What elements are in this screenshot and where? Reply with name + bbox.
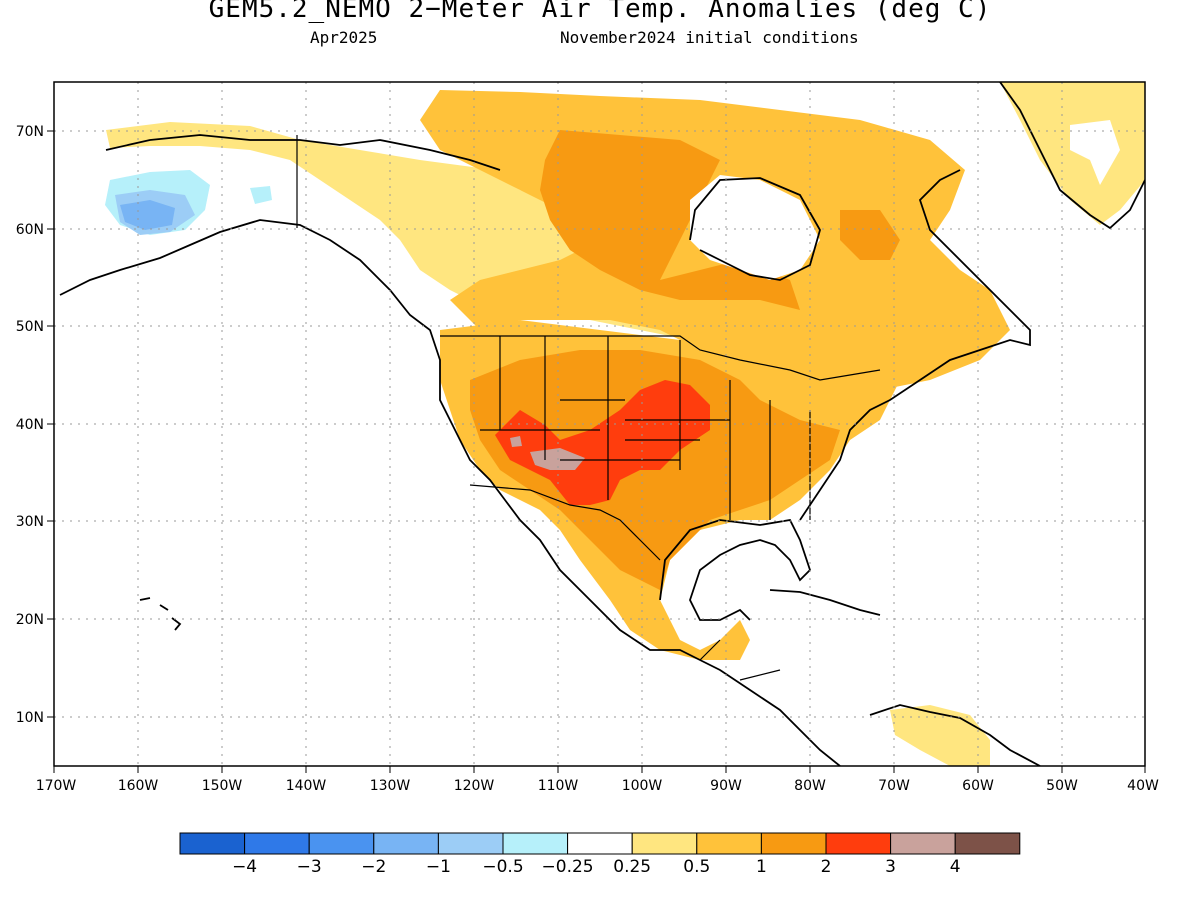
lon-labels: 170W 160W 150W 140W 130W 120W 110W 100W … — [36, 778, 1159, 794]
lon-label: 40W — [1127, 778, 1159, 794]
lat-labels: 70N 60N 50N 40N 30N 20N 10N — [16, 124, 44, 726]
colorbar-label: −4 — [232, 857, 257, 877]
lon-label: 70W — [878, 778, 910, 794]
hudson-bay-neutral — [690, 175, 820, 280]
borders — [296, 135, 881, 681]
lat-label: 60N — [16, 222, 44, 238]
colorbar-swatch — [179, 832, 246, 855]
lat-label: 50N — [16, 319, 44, 335]
gridlines — [54, 82, 1145, 766]
colorbar-label: −3 — [297, 857, 322, 877]
colorbar-label: −2 — [361, 857, 386, 877]
coastline-south-america — [869, 704, 1041, 766]
colorbar-label: 1 — [756, 857, 767, 877]
coastline-east — [799, 169, 1031, 521]
anomaly-region-greenland-white — [1070, 120, 1120, 185]
border-mexico-central — [699, 639, 781, 681]
coastline-hawaii — [139, 597, 182, 631]
lon-label: 160W — [118, 778, 159, 794]
lat-label: 30N — [16, 514, 44, 530]
colorbar-label: 0.5 — [683, 857, 710, 877]
anomaly-region-cool-spot — [250, 186, 272, 204]
colorbar-swatch — [502, 832, 569, 855]
map-title: GEM5.2_NEMO 2−Meter Air Temp. Anomalies … — [208, 0, 992, 24]
anomaly-region-brown-small — [510, 436, 522, 447]
coastline-greenland — [999, 82, 1145, 230]
lon-label: 60W — [962, 778, 994, 794]
lon-label: 90W — [710, 778, 742, 794]
lon-label: 130W — [370, 778, 411, 794]
anomaly-fields — [105, 82, 1145, 766]
colorbar-swatch — [567, 832, 633, 855]
colorbar-swatch — [631, 832, 698, 855]
lon-label: 170W — [36, 778, 77, 794]
colorbar-swatch — [696, 832, 762, 855]
lon-label: 140W — [286, 778, 327, 794]
lon-label: 50W — [1046, 778, 1078, 794]
colorbar-swatch — [437, 832, 504, 855]
colorbar-label: −1 — [426, 857, 451, 877]
colorbar-label: 2 — [821, 857, 832, 877]
colorbar-label: −0.5 — [482, 857, 523, 877]
anomaly-region-darkorange-quebec — [840, 210, 900, 260]
colorbar-swatch — [308, 832, 375, 855]
lon-label: 100W — [622, 778, 663, 794]
forecast-month: Apr2025 — [310, 28, 378, 47]
colorbar-swatch — [890, 832, 956, 855]
lon-label: 150W — [202, 778, 243, 794]
colorbar-swatch — [954, 832, 1021, 855]
coastline-north-america — [59, 219, 841, 766]
lon-label: 80W — [794, 778, 826, 794]
anomaly-region-cool-dark — [120, 200, 175, 230]
coastline-cuba — [769, 589, 881, 616]
anomaly-region-red — [495, 380, 710, 505]
colorbar-label: 0.25 — [613, 857, 651, 877]
lat-label: 40N — [16, 417, 44, 433]
coastline-arctic — [105, 134, 501, 171]
colorbar-swatch — [373, 832, 439, 855]
colorbar-swatch — [760, 832, 827, 855]
anomaly-region-greenland — [1000, 82, 1145, 225]
colorbar-swatch — [825, 832, 892, 855]
colorbar-label: −0.25 — [542, 857, 594, 877]
lat-label: 10N — [16, 710, 44, 726]
axis-ticks — [47, 130, 1146, 773]
initial-conditions: November2024 initial conditions — [560, 28, 859, 47]
lon-label: 120W — [454, 778, 495, 794]
colorbar-label: 4 — [950, 857, 961, 877]
colorbar-label: 3 — [885, 857, 896, 877]
border-states-1 — [480, 336, 811, 520]
lat-label: 70N — [16, 124, 44, 140]
coastline-hudson — [689, 177, 821, 281]
colorbar: −4 −3 −2 −1 −0.5 −0.25 0.25 0.5 1 2 3 4 — [179, 832, 1021, 877]
border-us-mexico — [469, 484, 661, 561]
lat-label: 20N — [16, 612, 44, 628]
lon-label: 110W — [538, 778, 579, 794]
border-us-canada — [440, 335, 881, 381]
colorbar-swatch — [244, 832, 310, 855]
coastlines — [59, 82, 1145, 766]
